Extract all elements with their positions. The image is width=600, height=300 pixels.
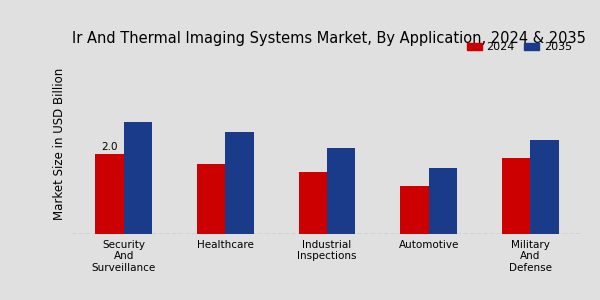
Bar bbox=[428, 168, 457, 234]
Bar bbox=[530, 140, 559, 234]
Bar bbox=[502, 158, 530, 234]
Bar bbox=[95, 154, 124, 234]
Bar bbox=[226, 132, 254, 234]
Legend: 2024, 2035: 2024, 2035 bbox=[462, 38, 577, 57]
Bar bbox=[197, 164, 226, 234]
Bar bbox=[327, 148, 355, 234]
Bar bbox=[124, 122, 152, 234]
Y-axis label: Market Size in USD Billion: Market Size in USD Billion bbox=[53, 68, 67, 220]
Bar bbox=[299, 172, 327, 234]
Bar bbox=[400, 186, 428, 234]
Text: Ir And Thermal Imaging Systems Market, By Application, 2024 & 2035: Ir And Thermal Imaging Systems Market, B… bbox=[72, 31, 586, 46]
Text: 2.0: 2.0 bbox=[101, 142, 118, 152]
